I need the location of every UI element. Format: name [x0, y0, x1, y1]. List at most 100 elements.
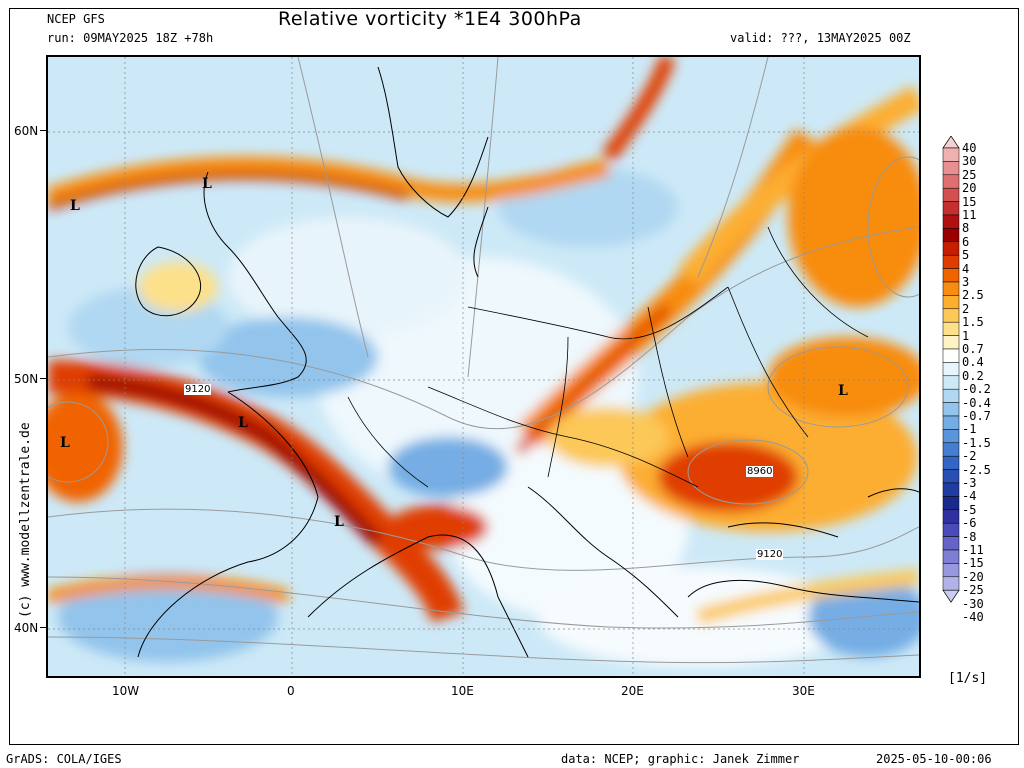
colorbar-level-label: -40 — [962, 610, 984, 624]
colorbar-swatch — [942, 576, 960, 591]
colorbar-level-label: -1 — [962, 422, 977, 437]
colorbar-swatch — [942, 174, 960, 189]
footer-credits: data: NCEP; graphic: Janek Zimmer — [561, 752, 800, 766]
colorbar-swatch — [942, 228, 960, 243]
colorbar-swatch — [942, 522, 960, 537]
colorbar-level-label: 8 — [962, 221, 970, 236]
low-marker: L — [238, 415, 248, 431]
colorbar-level-label: -2.5 — [962, 462, 991, 477]
colorbar-bottom-arrow — [942, 589, 960, 603]
graticule — [48, 57, 919, 676]
contour-label: 9120 — [756, 549, 784, 560]
lat-label: 50N — [14, 372, 39, 386]
valid-time: valid: ???, 13MAY2025 00Z — [730, 31, 911, 45]
colorbar-level-label: 0.4 — [962, 355, 984, 370]
chart-title: Relative vorticity *1E4 300hPa — [278, 8, 582, 30]
low-marker: L — [70, 198, 80, 214]
run-info: run: 09MAY2025 18Z +78h — [47, 31, 214, 45]
colorbar-level-label: -5 — [962, 502, 977, 517]
colorbar-swatch — [942, 214, 960, 229]
colorbar-swatch — [942, 455, 960, 470]
low-marker: L — [334, 514, 344, 530]
copyright-text: (c) www.modellzentrale.de — [18, 422, 33, 618]
colorbar-level-label: 40 — [962, 141, 977, 155]
vorticity-map: L L L L L L 9120 8960 9120 — [46, 55, 921, 678]
colorbar-level-label: -0.4 — [962, 395, 991, 410]
colorbar-swatch — [942, 147, 960, 162]
colorbar-swatch — [942, 281, 960, 296]
colorbar-level-label: 3 — [962, 275, 970, 289]
colorbar-swatch — [942, 362, 960, 377]
colorbar-level-label: 1 — [962, 328, 970, 343]
colorbar-swatch — [942, 375, 960, 390]
colorbar-swatch — [942, 536, 960, 551]
colorbar-level-label: 25 — [962, 167, 977, 182]
colorbar-level-label: 20 — [962, 181, 977, 196]
lon-label: 10W — [112, 684, 140, 698]
colorbar-level-label: -6 — [962, 516, 977, 531]
colorbar-swatch — [942, 429, 960, 444]
colorbar-swatch — [942, 308, 960, 323]
colorbar-swatch — [942, 442, 960, 457]
footer-timestamp: 2025-05-10-00:06 — [876, 752, 992, 766]
low-marker: L — [202, 176, 212, 192]
geopotential-contours — [48, 57, 919, 664]
colorbar-swatch — [942, 509, 960, 524]
colorbar-swatch — [942, 402, 960, 417]
colorbar-swatch — [942, 388, 960, 403]
colorbar-level-label: -4 — [962, 489, 977, 504]
colorbar-level-label: 11 — [962, 208, 977, 222]
contour-label: 8960 — [746, 466, 774, 477]
image-frame — [9, 8, 1019, 745]
lon-label: 10E — [451, 684, 474, 698]
colorbar-level-label: -0.7 — [962, 409, 991, 423]
colorbar-swatch — [942, 469, 960, 484]
tick — [40, 130, 46, 131]
coastlines — [135, 66, 919, 658]
low-marker: L — [838, 383, 848, 399]
colorbar-level-label: -0.2 — [962, 382, 991, 397]
colorbar-swatch — [942, 268, 960, 283]
colorbar-level-label: 5 — [962, 248, 970, 263]
lon-label: 30E — [792, 684, 815, 698]
colorbar-swatch — [942, 348, 960, 363]
lon-label: 20E — [621, 684, 644, 698]
colorbar-level-label: -15 — [962, 556, 984, 571]
colorbar-level-label: -25 — [962, 583, 984, 598]
colorbar-swatch — [942, 241, 960, 256]
tick — [40, 627, 46, 628]
colorbar-level-label: -20 — [962, 569, 984, 584]
colorbar-level-label: 15 — [962, 194, 977, 209]
colorbar — [942, 135, 960, 632]
colorbar-swatch — [942, 335, 960, 350]
lat-label: 60N — [14, 124, 39, 138]
colorbar-swatch — [942, 321, 960, 336]
colorbar-level-label: -3 — [962, 476, 977, 490]
footer-software: GrADS: COLA/IGES — [6, 752, 122, 766]
colorbar-swatch — [942, 254, 960, 269]
colorbar-level-label: -11 — [962, 543, 984, 557]
colorbar-swatch — [942, 161, 960, 176]
colorbar-swatch — [942, 563, 960, 578]
colorbar-level-label: 4 — [962, 261, 970, 276]
lon-label: 0 — [287, 684, 295, 698]
colorbar-level-label: 0.2 — [962, 368, 984, 383]
colorbar-swatch — [942, 295, 960, 310]
country-borders — [347, 226, 869, 488]
colorbar-unit: [1/s] — [948, 671, 988, 686]
colorbar-level-label: -1.5 — [962, 435, 991, 450]
colorbar-swatch — [942, 187, 960, 202]
colorbar-swatch — [942, 201, 960, 216]
colorbar-level-label: 1.5 — [962, 315, 984, 330]
model-name: NCEP GFS — [47, 12, 105, 26]
colorbar-level-label: -30 — [962, 596, 984, 611]
colorbar-svg — [942, 135, 960, 603]
colorbar-swatch — [942, 415, 960, 430]
colorbar-level-label: 0.7 — [962, 342, 984, 356]
low-marker: L — [60, 435, 70, 451]
colorbar-swatch — [942, 482, 960, 497]
vorticity-field — [48, 57, 919, 667]
colorbar-level-label: 2.5 — [962, 288, 984, 303]
tick — [40, 378, 46, 379]
map-svg — [48, 57, 919, 676]
